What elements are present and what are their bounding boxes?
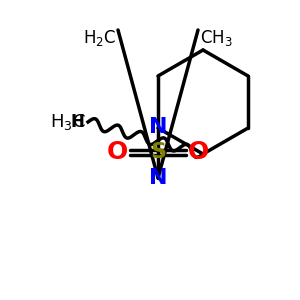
Text: S: S — [150, 142, 166, 162]
Text: N: N — [149, 168, 167, 188]
Text: $\mathsf{H_2C}$: $\mathsf{H_2C}$ — [83, 28, 116, 48]
Text: $\mathsf{H_3C}$: $\mathsf{H_3C}$ — [50, 112, 86, 132]
Text: O: O — [188, 140, 209, 164]
Text: $\mathsf{CH_3}$: $\mathsf{CH_3}$ — [200, 28, 233, 48]
Text: N: N — [149, 117, 167, 137]
Text: O: O — [107, 140, 128, 164]
Text: H: H — [70, 113, 84, 131]
